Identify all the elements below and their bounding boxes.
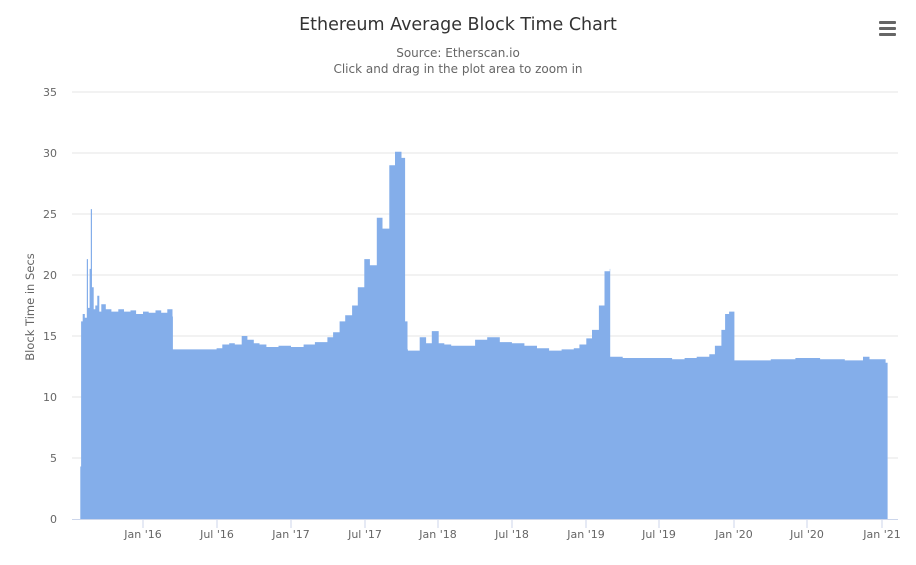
y-tick-label: 5 (50, 452, 57, 465)
x-tick-label: Jul '20 (789, 528, 824, 541)
x-tick-label: Jan '17 (271, 528, 309, 541)
x-tick-label: Jul '16 (199, 528, 234, 541)
x-tick-label: Jan '16 (123, 528, 161, 541)
block-time-area-series[interactable] (80, 151, 888, 520)
y-tick-label: 30 (43, 147, 57, 160)
y-tick-label: 20 (43, 269, 57, 282)
zoom-hint: Click and drag in the plot area to zoom … (333, 62, 583, 76)
hamburger-menu-icon-line (879, 27, 896, 30)
y-tick-label: 15 (43, 330, 57, 343)
y-tick-label: 0 (50, 513, 57, 526)
hamburger-menu-icon (879, 21, 896, 24)
x-tick-label: Jul '19 (641, 528, 676, 541)
y-axis-labels: 0 5 10 15 20 25 30 35 (43, 86, 57, 526)
source-label: Source: Etherscan.io (396, 46, 520, 60)
x-tick-label: Jan '19 (566, 528, 604, 541)
x-tick-label: Jul '17 (347, 528, 382, 541)
x-tick-label: Jan '20 (714, 528, 752, 541)
y-tick-label: 25 (43, 208, 57, 221)
chart-subtitle: Source: Etherscan.io Click and drag in t… (0, 45, 916, 77)
chart-context-menu-button[interactable] (876, 18, 900, 40)
chart-title: Ethereum Average Block Time Chart (299, 15, 617, 35)
x-tick-label: Jul '18 (494, 528, 529, 541)
x-tick-label: Jan '21 (862, 528, 900, 541)
y-tick-label: 10 (43, 391, 57, 404)
x-axis-labels: Jan '16 Jul '16 Jan '17 Jul '17 Jan '18 Jul '… (123, 519, 901, 541)
hamburger-menu-icon-line (879, 33, 896, 36)
x-tick-label: Jan '18 (418, 528, 456, 541)
y-tick-label: 35 (43, 86, 57, 99)
